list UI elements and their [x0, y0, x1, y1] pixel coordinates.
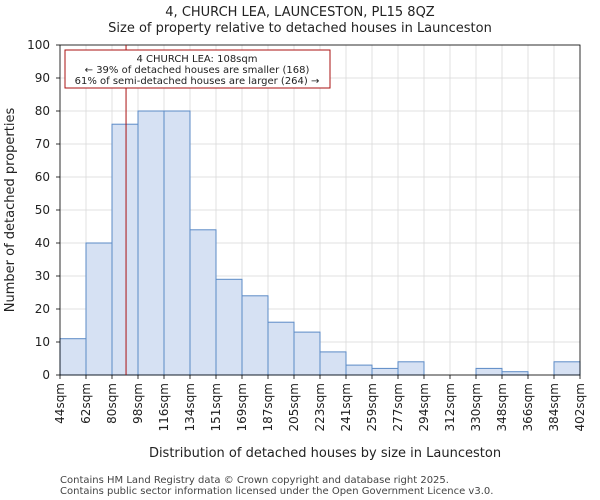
x-tick-label: 62sqm [79, 383, 93, 424]
y-tick-label: 90 [35, 71, 50, 85]
bar [59, 338, 87, 376]
x-tick-label: 402sqm [573, 383, 587, 431]
bar [319, 351, 347, 376]
x-tick-label: 134sqm [183, 383, 197, 431]
y-tick-label: 80 [35, 104, 50, 118]
bar [215, 278, 243, 376]
x-tick-label: 205sqm [287, 383, 301, 431]
bar [371, 367, 399, 376]
bar [475, 367, 503, 376]
y-tick-label: 60 [35, 170, 50, 184]
x-tick-label: 312sqm [443, 383, 457, 431]
y-tick-label: 100 [27, 38, 50, 52]
bar [85, 242, 113, 376]
x-axis-ticks: 44sqm 62sqm 80sqm 98sqm 116sqm 134sqm 151sqm 16… [53, 375, 587, 431]
bar [163, 110, 191, 376]
bar [553, 361, 581, 376]
bar [241, 295, 269, 376]
x-tick-label: 116sqm [157, 383, 171, 431]
x-tick-label: 169sqm [235, 383, 249, 431]
x-axis-title: Distribution of detached houses by size … [149, 446, 501, 461]
x-tick-label: 277sqm [391, 383, 405, 431]
bar [397, 361, 425, 376]
y-tick-label: 50 [35, 203, 50, 217]
y-axis-title: Number of detached properties [3, 108, 18, 313]
x-tick-label: 151sqm [209, 383, 223, 431]
x-tick-label: 348sqm [495, 383, 509, 431]
y-tick-label: 10 [35, 335, 50, 349]
x-tick-label: 44sqm [53, 383, 67, 424]
bar [345, 364, 373, 376]
x-tick-label: 98sqm [131, 383, 145, 424]
chart-subtitle: Size of property relative to detached ho… [108, 21, 492, 36]
y-tick-label: 40 [35, 236, 50, 250]
footer-line-2: Contains public sector information licen… [60, 486, 493, 497]
bar [111, 123, 139, 376]
x-tick-label: 223sqm [313, 383, 327, 431]
x-tick-label: 259sqm [365, 383, 379, 431]
y-tick-label: 70 [35, 137, 50, 151]
chart-title: 4, CHURCH LEA, LAUNCESTON, PL15 8QZ [165, 5, 435, 20]
annotation-line-2: ← 39% of detached houses are smaller (16… [85, 65, 310, 76]
bar [189, 229, 217, 376]
bar [293, 331, 321, 376]
x-tick-label: 241sqm [339, 383, 353, 431]
bar [501, 371, 529, 376]
y-tick-label: 0 [42, 368, 50, 382]
x-tick-label: 80sqm [105, 383, 119, 424]
bar [137, 110, 165, 376]
footer-line-1: Contains HM Land Registry data © Crown c… [60, 475, 449, 486]
bar [267, 321, 295, 376]
x-tick-label: 294sqm [417, 383, 431, 431]
y-tick-label: 30 [35, 269, 50, 283]
y-tick-label: 20 [35, 302, 50, 316]
y-axis-ticks: 0 10 20 30 40 50 60 70 80 90 100 [27, 38, 60, 382]
bars [59, 110, 581, 376]
annotation-line-3: 61% of semi-detached houses are larger (… [75, 76, 320, 87]
annotation-line-1: 4 CHURCH LEA: 108sqm [137, 54, 258, 65]
annotation: 4 CHURCH LEA: 108sqm ← 39% of detached h… [64, 49, 331, 89]
x-tick-label: 330sqm [469, 383, 483, 431]
x-tick-label: 187sqm [261, 383, 275, 431]
x-tick-label: 384sqm [547, 383, 561, 431]
x-tick-label: 366sqm [521, 383, 535, 431]
plot-frame [59, 44, 581, 376]
annotation-box [64, 49, 331, 89]
